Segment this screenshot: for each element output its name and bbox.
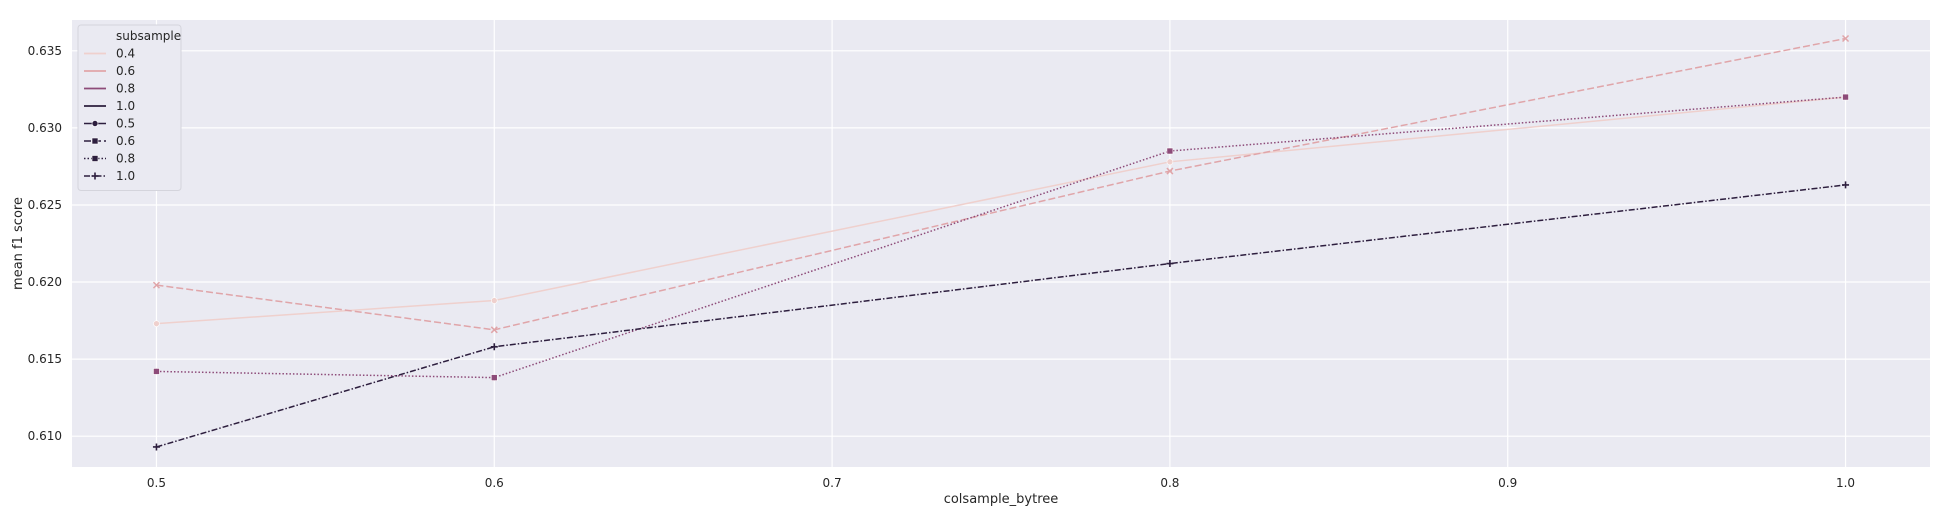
legend-entry: 0.6 <box>84 134 135 148</box>
data-point <box>152 443 160 451</box>
legend-label: 0.8 <box>116 82 135 96</box>
series-0.8 <box>153 93 1849 381</box>
data-point <box>1842 34 1850 43</box>
data-point <box>490 343 498 351</box>
legend-entry: 1.0 <box>84 169 135 183</box>
y-axis-label: mean f1 score <box>11 197 26 290</box>
data-point <box>490 297 498 304</box>
x-tick-label: 0.9 <box>1498 476 1517 490</box>
y-tick-label: 0.610 <box>28 429 62 443</box>
data-point <box>1166 158 1174 166</box>
series-line <box>156 37 1846 331</box>
data-point <box>152 281 160 289</box>
y-tick-labels: 0.610 0.615 0.620 0.625 0.630 0.635 <box>28 44 62 443</box>
legend-box <box>77 24 182 191</box>
data-point <box>1166 260 1174 268</box>
data-point <box>153 320 160 327</box>
plot-area <box>72 20 1930 467</box>
series-lines <box>152 34 1850 451</box>
x-tick-label: 0.6 <box>485 476 504 490</box>
x-tick-label: 1.0 <box>1836 476 1855 490</box>
series-line <box>156 96 1846 379</box>
y-tick-label: 0.635 <box>28 44 62 58</box>
legend-entry: 0.5 <box>84 117 135 131</box>
legend-label: 0.6 <box>116 134 135 148</box>
data-point <box>153 368 160 375</box>
legend-entries: 0.4 0.6 0.8 1.0 0.5 0.6 0.8 1.0 <box>84 47 135 183</box>
series-1.0 <box>152 181 1850 451</box>
legend-title: subsample <box>116 29 181 43</box>
data-point <box>1166 167 1174 175</box>
legend-marker <box>91 137 99 145</box>
legend-entry: 0.8 <box>84 152 135 166</box>
series-line <box>156 184 1846 448</box>
x-tick-label: 0.5 <box>147 476 166 490</box>
legend-marker <box>91 120 99 127</box>
legend-label: 0.6 <box>116 64 135 78</box>
data-point <box>1842 181 1850 189</box>
legend-entry: 0.6 <box>84 64 135 78</box>
data-point <box>490 326 498 334</box>
legend-label: 0.8 <box>116 152 135 166</box>
x-axis-label: colsample_bytree <box>944 492 1059 507</box>
legend-entry: 0.8 <box>84 82 135 96</box>
x-tick-labels: 0.5 0.6 0.7 0.8 0.9 1.0 <box>147 476 1855 490</box>
legend-marker <box>91 172 99 180</box>
series-line <box>156 96 1846 325</box>
legend-entry: 1.0 <box>84 99 135 113</box>
legend-marker <box>91 155 99 162</box>
legend-entry: 0.4 <box>84 47 135 61</box>
y-tick-label: 0.620 <box>28 275 62 289</box>
legend-label: 0.5 <box>116 117 135 131</box>
legend: subsample 0.4 0.6 0.8 1.0 0.5 0.6 0.8 1.0 <box>77 24 182 191</box>
series-0.6 <box>152 34 1850 334</box>
x-tick-label: 0.7 <box>823 476 842 490</box>
y-tick-label: 0.630 <box>28 121 62 135</box>
legend-label: 0.4 <box>116 47 135 61</box>
x-tick-label: 0.8 <box>1160 476 1179 490</box>
y-tick-label: 0.625 <box>28 198 62 212</box>
legend-label: 1.0 <box>116 169 135 183</box>
data-point <box>490 374 498 381</box>
data-point <box>1842 93 1849 101</box>
data-point <box>1166 147 1174 155</box>
y-tick-label: 0.615 <box>28 352 62 366</box>
legend-label: 1.0 <box>116 99 135 113</box>
